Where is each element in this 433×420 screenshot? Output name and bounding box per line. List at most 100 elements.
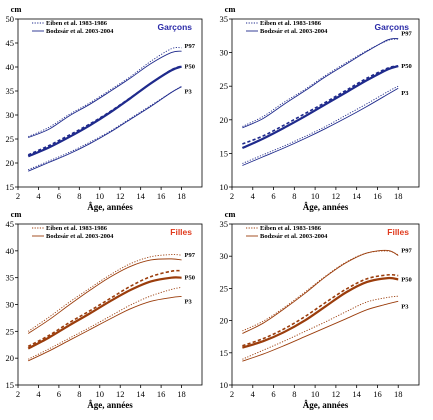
series-line-p3-bodzsar <box>242 87 399 166</box>
y-tick-label: 10 <box>220 380 229 390</box>
x-tick-label: 10 <box>96 191 105 201</box>
series-line-p50-eiben <box>242 65 399 145</box>
legend-entry: Eiben et al. 1983-1986 <box>46 20 108 27</box>
x-tick-label: 4 <box>251 191 256 201</box>
x-axis-title: Âge, années <box>87 400 133 410</box>
series-line-p50-bodzsar <box>27 65 182 158</box>
line-label-p97: P97 <box>401 30 412 37</box>
x-tick-label: 8 <box>77 191 81 201</box>
y-unit-label: cm <box>225 4 236 14</box>
x-axis-title: Âge, années <box>303 400 349 410</box>
x-tick-label: 18 <box>394 389 403 399</box>
legend-entry: Eiben et al. 1983-1986 <box>260 20 322 27</box>
x-tick-label: 10 <box>96 389 105 399</box>
series-line-p50-bodzsar <box>242 276 399 349</box>
panel-title: Garçons <box>158 22 193 32</box>
y-tick-label: 50 <box>6 14 15 24</box>
line-label-p50: P50 <box>401 63 411 70</box>
y-tick-label: 20 <box>220 115 229 125</box>
x-tick-label: 14 <box>352 389 361 399</box>
x-tick-label: 6 <box>271 191 275 201</box>
y-tick-label: 30 <box>220 251 229 261</box>
y-tick-label: 30 <box>6 110 15 120</box>
x-tick-label: 16 <box>157 191 166 201</box>
line-label-p3: P3 <box>185 89 193 96</box>
series-line-p50-eiben <box>27 269 182 348</box>
y-tick-label: 35 <box>6 273 15 283</box>
line-label-p3: P3 <box>401 303 409 310</box>
x-tick-label: 2 <box>230 389 234 399</box>
x-tick-label: 6 <box>57 389 61 399</box>
panel-title: Garçons <box>375 22 410 32</box>
x-tick-label: 4 <box>36 389 41 399</box>
y-tick-label: 15 <box>220 348 229 358</box>
y-unit-label: cm <box>225 209 236 219</box>
y-unit-label: cm <box>11 4 22 14</box>
y-tick-label: 15 <box>6 182 15 192</box>
legend-entry: Eiben et al. 1983-1986 <box>46 225 108 232</box>
series-line-p50-eiben <box>242 273 399 347</box>
y-tick-label: 20 <box>6 353 15 363</box>
x-tick-label: 18 <box>177 191 186 201</box>
x-tick-label: 16 <box>157 389 166 399</box>
series-line-p97-eiben <box>242 250 399 332</box>
x-tick-label: 16 <box>373 389 382 399</box>
y-tick-label: 10 <box>220 182 229 192</box>
legend-entry: Eiben et al. 1983-1986 <box>260 225 322 232</box>
x-tick-label: 6 <box>57 191 61 201</box>
panel-title: Filles <box>387 227 409 237</box>
x-tick-label: 4 <box>36 191 41 201</box>
series-line-p3-eiben <box>28 286 182 360</box>
x-axis-title: Âge, années <box>303 202 349 212</box>
line-label-p3: P3 <box>401 90 409 97</box>
series-line-p50-bodzsar <box>241 64 399 150</box>
x-tick-label: 8 <box>292 389 296 399</box>
y-tick-label: 25 <box>6 326 15 336</box>
y-tick-label: 15 <box>220 148 229 158</box>
x-axis-title: Âge, années <box>87 202 133 212</box>
x-tick-label: 12 <box>116 389 125 399</box>
line-label-p50: P50 <box>401 276 411 283</box>
series-line-p97-bodzsar <box>28 50 182 138</box>
line-label-p97: P97 <box>401 248 412 255</box>
y-tick-label: 20 <box>220 316 229 326</box>
series-line-p97-eiben <box>28 47 182 138</box>
x-tick-label: 16 <box>373 191 382 201</box>
series-line-p97-bodzsar <box>27 258 182 334</box>
y-tick-label: 45 <box>6 38 15 48</box>
series-line-p3-eiben <box>242 85 399 164</box>
series-line-p3-bodzsar <box>28 86 182 172</box>
legend-entry: Bodzsár et al. 2003-2004 <box>260 28 328 35</box>
y-unit-label: cm <box>11 209 22 219</box>
series-line-p3-bodzsar <box>28 296 182 362</box>
x-tick-label: 10 <box>311 389 320 399</box>
x-tick-label: 12 <box>332 191 341 201</box>
y-tick-label: 25 <box>6 134 15 144</box>
line-label-p3: P3 <box>185 298 193 305</box>
series-line-p50-bodzsar <box>27 276 182 350</box>
y-tick-label: 35 <box>6 86 15 96</box>
x-tick-label: 18 <box>177 389 186 399</box>
x-tick-label: 14 <box>136 389 145 399</box>
x-tick-label: 8 <box>77 389 81 399</box>
series-line-p97-bodzsar <box>242 37 399 129</box>
x-tick-label: 4 <box>251 389 256 399</box>
plot-frame <box>17 18 203 188</box>
y-tick-label: 35 <box>220 14 229 24</box>
x-tick-label: 6 <box>271 389 275 399</box>
plot-frame <box>231 18 420 188</box>
plot-frame <box>17 223 203 386</box>
series-line-p97-bodzsar <box>242 249 399 334</box>
line-label-p97: P97 <box>185 252 196 259</box>
panel-title: Filles <box>170 227 192 237</box>
x-tick-label: 2 <box>16 389 20 399</box>
y-tick-label: 35 <box>220 219 229 229</box>
y-tick-label: 25 <box>220 283 229 293</box>
legend-entry: Bodzsár et al. 2003-2004 <box>46 233 114 240</box>
y-tick-label: 45 <box>6 219 15 229</box>
series-line-p3-bodzsar <box>242 300 399 362</box>
